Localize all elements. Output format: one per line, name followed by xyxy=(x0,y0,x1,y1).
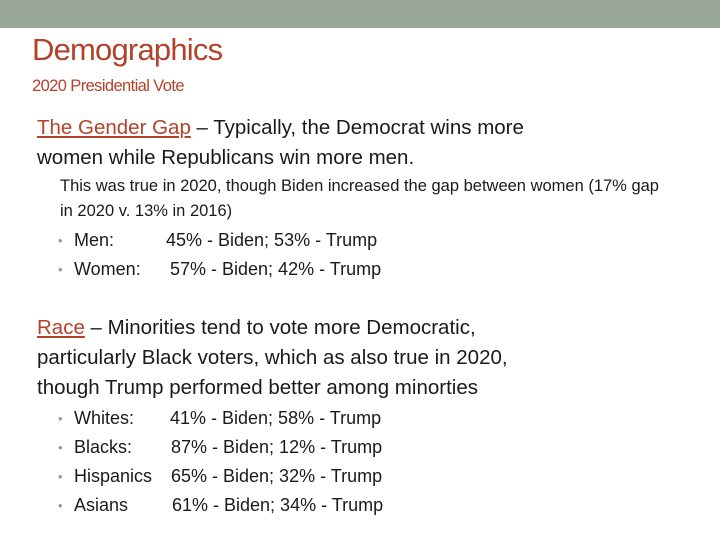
list-item: • Blacks: 87% - Biden; 12% - Trump xyxy=(58,433,383,462)
list-item: • Whites: 41% - Biden; 58% - Trump xyxy=(58,404,383,433)
group-result: 45% - Biden; 53% - Trump xyxy=(166,230,378,250)
bullet-icon: • xyxy=(58,440,63,455)
bullet-icon: • xyxy=(58,469,63,484)
race-heading-text: – Minorities tend to vote more Democrati… xyxy=(37,316,508,399)
list-item: • Asians 61% - Biden; 34% - Trump xyxy=(58,491,383,520)
list-item: • Women: 57% - Biden; 42% - Trump xyxy=(58,255,381,284)
group-result: 87% - Biden; 12% - Trump xyxy=(171,437,383,457)
group-result: 57% - Biden; 42% - Trump xyxy=(170,259,382,279)
group-label: Blacks: xyxy=(74,437,133,457)
group-label: Asians xyxy=(74,495,129,515)
header-bar xyxy=(0,0,720,28)
gender-gap-heading: The Gender Gap – Typically, the Democrat… xyxy=(37,113,697,173)
list-item: • Hispanics 65% - Biden; 32% - Trump xyxy=(58,462,383,491)
group-label: Women: xyxy=(74,259,141,279)
group-result: 41% - Biden; 58% - Trump xyxy=(170,408,382,428)
group-result: 61% - Biden; 34% - Trump xyxy=(172,495,384,515)
gender-gap-term: The Gender Gap xyxy=(37,116,191,139)
bullet-icon: • xyxy=(58,262,63,277)
group-label: Whites: xyxy=(74,408,135,428)
bullet-icon: • xyxy=(58,498,63,513)
list-item: • Men: 45% - Biden; 53% - Trump xyxy=(58,226,381,255)
gender-results-list: • Men: 45% - Biden; 53% - Trump • Women: 57%… xyxy=(58,226,381,284)
bullet-icon: • xyxy=(58,233,63,248)
group-label: Men: xyxy=(74,230,115,250)
race-heading: Race – Minorities tend to vote more Demo… xyxy=(37,313,697,403)
race-term: Race xyxy=(37,316,85,339)
race-results-list: • Whites: 41% - Biden; 58% - Trump • Blacks… xyxy=(58,404,383,520)
bullet-icon: • xyxy=(58,411,63,426)
group-result: 65% - Biden; 32% - Trump xyxy=(171,466,383,486)
slide-subtitle: 2020 Presidential Vote xyxy=(32,77,185,95)
gender-gap-note: This was true in 2020, though Biden incr… xyxy=(60,177,659,220)
group-label: Hispanics xyxy=(74,466,153,486)
slide-title: Demographics xyxy=(32,32,223,67)
gender-gap-heading-text: – Typically, the Democrat wins more wome… xyxy=(37,116,524,169)
